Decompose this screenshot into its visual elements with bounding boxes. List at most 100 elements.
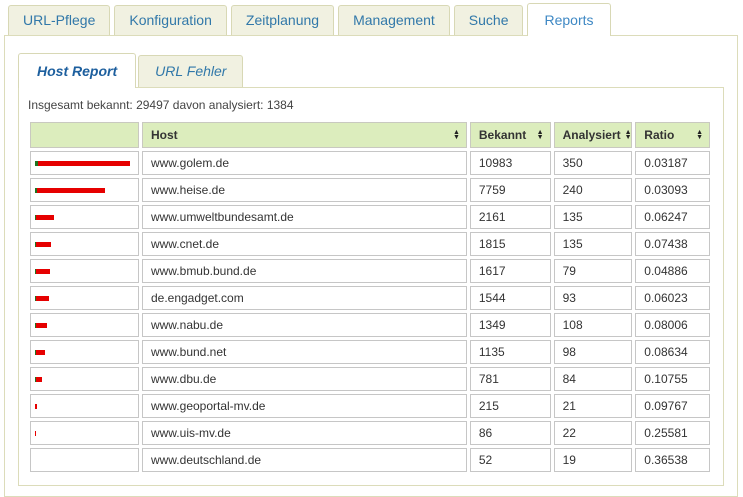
table-row: www.umweltbundesamt.de 2161 135 0.06247: [30, 205, 710, 229]
analysiert-bar-segment: [35, 349, 36, 355]
column-label: Analysiert: [562, 128, 621, 142]
ratio-cell: 0.08006: [635, 313, 710, 337]
tab-url-pflege[interactable]: URL-Pflege: [8, 5, 111, 35]
bekannt-bar-segment: [36, 322, 47, 328]
tab-suche[interactable]: Suche: [453, 5, 524, 35]
analysiert-cell: 240: [553, 178, 633, 202]
host-cell: www.umweltbundesamt.de: [141, 205, 467, 229]
host-bar-chart: [35, 295, 130, 301]
host-cell: www.bmub.bund.de: [141, 259, 467, 283]
analysiert-bar-segment: [35, 376, 36, 382]
host-bar-chart: [35, 458, 130, 463]
bekannt-bar-segment: [37, 187, 105, 193]
analysiert-bar-segment: [35, 160, 38, 166]
bar-cell: [30, 286, 139, 310]
analysiert-cell: 84: [553, 367, 633, 391]
bar-cell: [30, 340, 139, 364]
bekannt-bar-segment: [36, 295, 49, 301]
column-header-bekannt[interactable]: Bekannt ▲ ▼: [469, 122, 551, 148]
bar-cell: [30, 394, 139, 418]
table-row: www.dbu.de 781 84 0.10755: [30, 367, 710, 391]
bekannt-bar-segment: [36, 349, 45, 355]
host-cell: de.engadget.com: [141, 286, 467, 310]
reports-panel: Host Report URL Fehler Insgesamt bekannt:…: [4, 35, 738, 497]
table-row: www.cnet.de 1815 135 0.07438: [30, 232, 710, 256]
sort-icon[interactable]: ▲ ▼: [536, 128, 544, 141]
host-cell: www.geoportal-mv.de: [141, 394, 467, 418]
analysiert-cell: 135: [553, 205, 633, 229]
tab-management[interactable]: Management: [338, 5, 450, 35]
bekannt-cell: 1544: [469, 286, 551, 310]
bekannt-cell: 10983: [469, 151, 551, 175]
host-cell: www.nabu.de: [141, 313, 467, 337]
analysiert-cell: 108: [553, 313, 633, 337]
bekannt-bar-segment: [35, 430, 36, 436]
ratio-cell: 0.06247: [635, 205, 710, 229]
subtab-url-fehler[interactable]: URL Fehler: [138, 55, 244, 87]
analysiert-bar-segment: [35, 187, 37, 193]
table-row: www.deutschland.de 52 19 0.36538: [30, 448, 710, 472]
tab-konfiguration[interactable]: Konfiguration: [114, 5, 227, 35]
column-header-ratio[interactable]: Ratio ▲ ▼: [635, 122, 710, 148]
analysiert-cell: 350: [553, 151, 633, 175]
host-cell: www.golem.de: [141, 151, 467, 175]
bekannt-cell: 2161: [469, 205, 551, 229]
host-table-body: www.golem.de 10983 350 0.03187 www.heise.de 7…: [30, 151, 710, 472]
analysiert-cell: 21: [553, 394, 633, 418]
bekannt-bar-segment: [36, 214, 54, 220]
sort-icon[interactable]: ▲ ▼: [452, 128, 460, 141]
tab-reports[interactable]: Reports: [527, 3, 611, 36]
host-cell: www.uis-mv.de: [141, 421, 467, 445]
analysiert-cell: 135: [553, 232, 633, 256]
bekannt-bar-segment: [36, 376, 42, 382]
ratio-cell: 0.04886: [635, 259, 710, 283]
bekannt-cell: 1135: [469, 340, 551, 364]
analysiert-cell: 79: [553, 259, 633, 283]
header-row: Host ▲ ▼ Bekannt ▲ ▼ Analysiert ▲ ▼ Ratio ▲ ▼: [30, 122, 710, 148]
analysiert-bar-segment: [35, 295, 36, 301]
analysiert-bar-segment: [35, 322, 36, 328]
column-header-analysiert[interactable]: Analysiert ▲ ▼: [553, 122, 633, 148]
column-header-bar: [30, 122, 139, 148]
bekannt-cell: 215: [469, 394, 551, 418]
host-bar-chart: [35, 376, 130, 382]
ratio-cell: 0.03093: [635, 178, 710, 202]
column-label: Bekannt: [478, 128, 527, 142]
sort-icon[interactable]: ▲ ▼: [624, 128, 632, 141]
analysiert-cell: 19: [553, 448, 633, 472]
bekannt-bar-segment: [35, 403, 37, 409]
host-report-table: Host ▲ ▼ Bekannt ▲ ▼ Analysiert ▲ ▼ Ratio ▲ ▼ www.g…: [27, 119, 713, 475]
ratio-cell: 0.08634: [635, 340, 710, 364]
host-cell: www.deutschland.de: [141, 448, 467, 472]
bar-cell: [30, 367, 139, 391]
bar-cell: [30, 178, 139, 202]
bekannt-cell: 7759: [469, 178, 551, 202]
table-row: www.golem.de 10983 350 0.03187: [30, 151, 710, 175]
ratio-cell: 0.36538: [635, 448, 710, 472]
ratio-cell: 0.09767: [635, 394, 710, 418]
ratio-cell: 0.03187: [635, 151, 710, 175]
tab-zeitplanung[interactable]: Zeitplanung: [230, 5, 335, 35]
subtab-host-report[interactable]: Host Report: [18, 53, 137, 88]
bekannt-cell: 86: [469, 421, 551, 445]
bar-cell: [30, 232, 139, 256]
host-bar-chart: [35, 322, 130, 328]
host-bar-chart: [35, 214, 130, 220]
host-bar-chart: [35, 349, 130, 355]
host-cell: www.heise.de: [141, 178, 467, 202]
bekannt-bar-segment: [36, 241, 51, 247]
bar-cell: [30, 151, 139, 175]
host-bar-chart: [35, 160, 130, 166]
bekannt-bar-segment: [36, 268, 50, 274]
column-header-host[interactable]: Host ▲ ▼: [141, 122, 467, 148]
sort-icon[interactable]: ▲ ▼: [696, 128, 703, 141]
host-bar-chart: [35, 403, 130, 409]
main-tab-bar: URL-Pflege Konfiguration Zeitplanung Manage…: [0, 0, 743, 36]
column-label: Ratio: [644, 128, 675, 142]
bekannt-cell: 1349: [469, 313, 551, 337]
analysiert-cell: 22: [553, 421, 633, 445]
bar-cell: [30, 421, 139, 445]
analysiert-bar-segment: [35, 268, 36, 274]
host-bar-chart: [35, 241, 130, 247]
bar-cell: [30, 205, 139, 229]
